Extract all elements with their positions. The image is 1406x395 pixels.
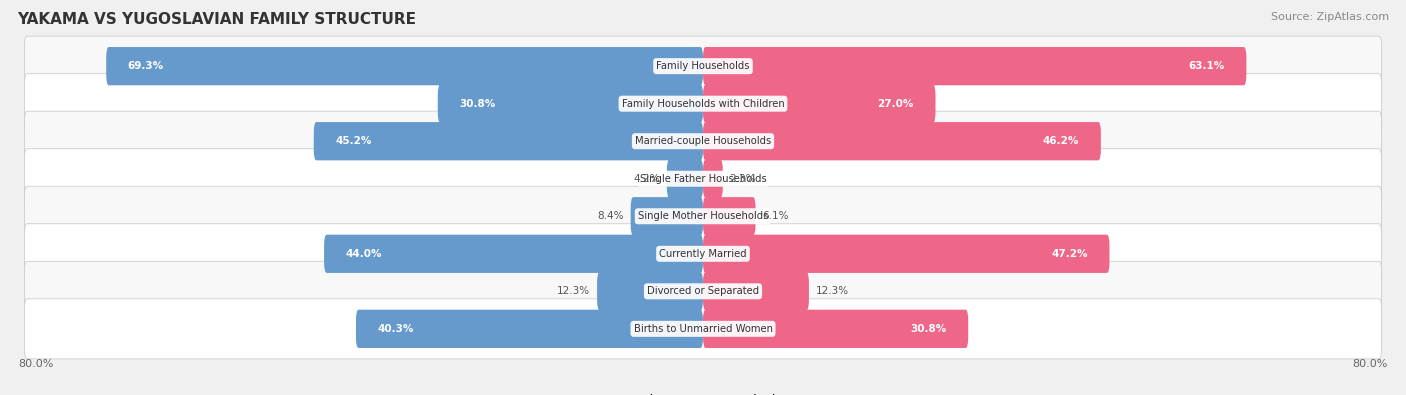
- FancyBboxPatch shape: [631, 197, 703, 235]
- Text: 40.3%: 40.3%: [377, 324, 413, 334]
- FancyBboxPatch shape: [703, 197, 755, 235]
- Text: 63.1%: 63.1%: [1188, 61, 1225, 71]
- Text: Births to Unmarried Women: Births to Unmarried Women: [634, 324, 772, 334]
- FancyBboxPatch shape: [356, 310, 703, 348]
- Text: 30.8%: 30.8%: [911, 324, 946, 334]
- Legend: Yakama, Yugoslavian: Yakama, Yugoslavian: [614, 394, 792, 395]
- Text: 80.0%: 80.0%: [18, 359, 53, 369]
- Text: 4.2%: 4.2%: [634, 174, 659, 184]
- FancyBboxPatch shape: [24, 299, 1382, 359]
- FancyBboxPatch shape: [703, 272, 808, 310]
- Text: 12.3%: 12.3%: [815, 286, 849, 296]
- Text: Source: ZipAtlas.com: Source: ZipAtlas.com: [1271, 12, 1389, 22]
- FancyBboxPatch shape: [703, 85, 935, 123]
- Text: Currently Married: Currently Married: [659, 249, 747, 259]
- FancyBboxPatch shape: [24, 224, 1382, 284]
- FancyBboxPatch shape: [24, 36, 1382, 96]
- Text: 8.4%: 8.4%: [598, 211, 624, 221]
- FancyBboxPatch shape: [24, 149, 1382, 209]
- Text: YAKAMA VS YUGOSLAVIAN FAMILY STRUCTURE: YAKAMA VS YUGOSLAVIAN FAMILY STRUCTURE: [17, 12, 416, 27]
- FancyBboxPatch shape: [437, 85, 703, 123]
- FancyBboxPatch shape: [107, 47, 703, 85]
- Text: 44.0%: 44.0%: [346, 249, 382, 259]
- Text: Married-couple Households: Married-couple Households: [636, 136, 770, 146]
- FancyBboxPatch shape: [703, 122, 1101, 160]
- FancyBboxPatch shape: [314, 122, 703, 160]
- FancyBboxPatch shape: [703, 310, 969, 348]
- Text: 2.3%: 2.3%: [730, 174, 756, 184]
- Text: 47.2%: 47.2%: [1052, 249, 1088, 259]
- FancyBboxPatch shape: [703, 47, 1246, 85]
- Text: 46.2%: 46.2%: [1043, 136, 1080, 146]
- FancyBboxPatch shape: [703, 235, 1109, 273]
- FancyBboxPatch shape: [325, 235, 703, 273]
- FancyBboxPatch shape: [24, 73, 1382, 134]
- FancyBboxPatch shape: [703, 160, 723, 198]
- Text: 80.0%: 80.0%: [1353, 359, 1388, 369]
- Text: 12.3%: 12.3%: [557, 286, 591, 296]
- Text: Family Households with Children: Family Households with Children: [621, 99, 785, 109]
- Text: Family Households: Family Households: [657, 61, 749, 71]
- FancyBboxPatch shape: [24, 186, 1382, 246]
- Text: Divorced or Separated: Divorced or Separated: [647, 286, 759, 296]
- FancyBboxPatch shape: [666, 160, 703, 198]
- Text: 27.0%: 27.0%: [877, 99, 914, 109]
- Text: 69.3%: 69.3%: [128, 61, 165, 71]
- FancyBboxPatch shape: [24, 261, 1382, 322]
- Text: Single Mother Households: Single Mother Households: [638, 211, 768, 221]
- Text: 6.1%: 6.1%: [762, 211, 789, 221]
- Text: 45.2%: 45.2%: [335, 136, 371, 146]
- FancyBboxPatch shape: [24, 111, 1382, 171]
- Text: Single Father Households: Single Father Households: [640, 174, 766, 184]
- FancyBboxPatch shape: [598, 272, 703, 310]
- Text: 30.8%: 30.8%: [460, 99, 495, 109]
